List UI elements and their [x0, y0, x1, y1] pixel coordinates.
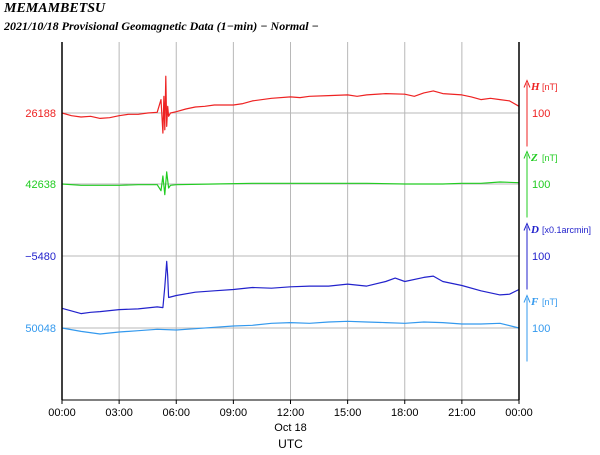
x-tick-label: 18:00: [391, 407, 419, 419]
baseline-value-h: 26188: [25, 108, 56, 120]
x-tick-label: 21:00: [448, 407, 476, 419]
component-name-d: D: [530, 224, 539, 236]
axes: [61, 42, 531, 404]
component-unit-f: [nT]: [542, 297, 558, 307]
x-tick-label: 12:00: [277, 407, 305, 419]
scale-value-f: 100: [532, 323, 550, 335]
x-tick-label: 06:00: [162, 407, 190, 419]
x-tick-label: 03:00: [105, 407, 133, 419]
series-line-d: [61, 260, 520, 315]
x-tick-label: 00:00: [505, 407, 533, 419]
series-lines: [61, 75, 520, 335]
x-tick-label: 00:00: [48, 407, 76, 419]
chart-title: MEMAMBETSU: [4, 1, 106, 16]
scale-value-h: 100: [532, 108, 550, 120]
scale-arrow-f: [523, 294, 531, 303]
scale-value-z: 100: [532, 179, 550, 191]
component-name-z: Z: [530, 152, 538, 164]
series-line-z: [61, 171, 520, 196]
baseline-value-z: 42638: [25, 179, 56, 191]
x-tick-label: 09:00: [220, 407, 248, 419]
component-unit-h: [nT]: [542, 82, 558, 92]
component-name-h: H: [530, 81, 540, 93]
component-unit-d: [x0.1arcmin]: [542, 225, 591, 235]
series-line-f: [61, 320, 520, 335]
scale-arrow-z: [523, 150, 531, 159]
grid: [62, 42, 519, 400]
chart-subtitle: 2021/10/18 Provisional Geomagnetic Data …: [4, 19, 319, 33]
scale-arrow-d: [523, 222, 531, 231]
series-line-h: [61, 75, 520, 134]
baseline-value-d: −5480: [25, 251, 56, 263]
scale-arrow-h: [523, 79, 531, 88]
x-axis-date: Oct 18: [274, 422, 306, 434]
component-name-f: F: [530, 296, 539, 308]
x-tick-label: 15:00: [334, 407, 362, 419]
scale-value-d: 100: [532, 251, 550, 263]
x-axis-title: UTC: [278, 437, 303, 451]
component-unit-z: [nT]: [542, 153, 558, 163]
baseline-value-f: 50048: [25, 323, 56, 335]
labels: 00:00 03:00 06:00 09:00 12:00 15:00 18:00 21:00…: [25, 81, 591, 451]
